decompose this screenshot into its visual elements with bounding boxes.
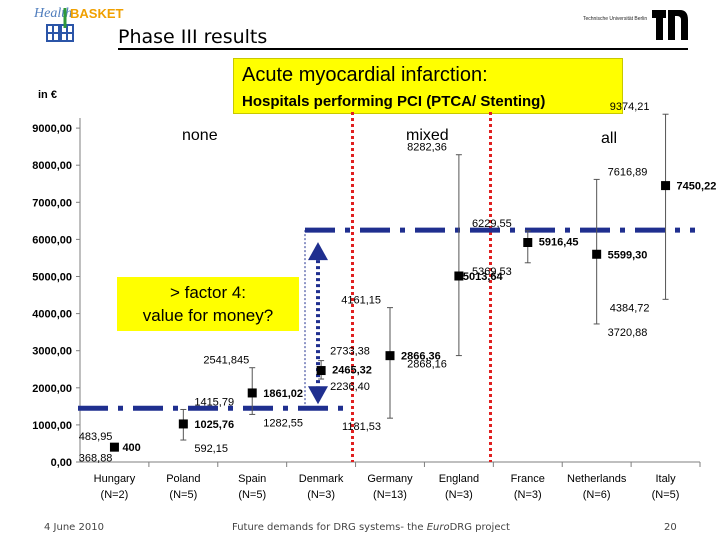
max-value-label: 8282,36	[407, 142, 447, 154]
slide-title: Phase III results	[118, 26, 268, 48]
mean-marker	[316, 366, 326, 376]
max-value-label: 9374,21	[610, 101, 650, 113]
y-tick-label: 2000,00	[32, 383, 72, 395]
min-value-label: 1282,55	[263, 417, 303, 429]
footer-text-italic: Euro	[426, 522, 450, 533]
x-tick-label: France	[511, 473, 545, 485]
tu-berlin-logo-icon	[652, 10, 688, 40]
callout-sub-text: Hospitals performing PCI (PTCA/ Stenting…	[242, 93, 546, 110]
y-tick-label: 5000,00	[32, 272, 72, 284]
mean-marker	[109, 442, 119, 452]
factor-annotation-box: > factor 4: value for money?	[117, 277, 299, 331]
mean-value-label: 5916,45	[539, 236, 579, 248]
tu-name-text: Technische Universität Berlin	[583, 16, 648, 22]
x-tick-label: Italy	[655, 473, 676, 485]
annotation-line-2: value for money?	[142, 306, 274, 325]
mean-marker	[385, 351, 395, 361]
footer-text: Future demands for DRG systems- the Euro…	[232, 522, 510, 533]
group-label-all: all	[601, 130, 617, 147]
arrow-down-icon	[308, 386, 328, 405]
mean-value-label: 2465,32	[332, 365, 372, 377]
footer-date: 4 June 2010	[44, 522, 104, 533]
mean-marker	[247, 388, 257, 398]
min-value-label: 4384,72	[610, 302, 650, 314]
x-tick-n-label: (N=5)	[652, 489, 680, 501]
min-value-label: 368,88	[79, 452, 113, 464]
healthbasket-logo: Health BASKET	[30, 6, 123, 46]
annotation-line-1: > factor 4:	[169, 283, 247, 302]
indication-callout: Acute myocardial infarction: Hospitals p…	[233, 58, 623, 114]
mean-marker	[454, 271, 464, 281]
max-value-label: 4161,15	[341, 295, 381, 307]
mean-marker	[661, 181, 671, 191]
y-tick-label: 8000,00	[32, 160, 72, 172]
footer-page-number: 20	[664, 522, 677, 533]
max-value-label: 7616,89	[608, 166, 648, 178]
x-tick-n-label: (N=5)	[169, 489, 197, 501]
x-tick-label: England	[439, 473, 479, 485]
y-tick-label: 9000,00	[32, 123, 72, 135]
min-value-label: 5369,53	[472, 266, 512, 278]
min-value-label: 2236,40	[330, 381, 370, 393]
min-value-label: 2868,16	[407, 359, 447, 371]
mean-marker	[523, 237, 533, 247]
x-tick-label: Poland	[166, 473, 200, 485]
x-tick-label: Denmark	[299, 473, 344, 485]
max-value-label: 1415,79	[194, 396, 234, 408]
logo-basket-text: BASKET	[70, 6, 124, 21]
callout-main-text: Acute myocardial infarction:	[242, 64, 488, 86]
mean-marker	[178, 419, 188, 429]
y-axis-label: in €	[38, 89, 57, 101]
x-tick-n-label: (N=2)	[101, 489, 129, 501]
mean-value-label: 5599,30	[608, 249, 648, 261]
arrow-up-icon	[308, 242, 328, 261]
mean-value-label: 2866,36	[401, 351, 441, 363]
max-value-label: 6229,55	[472, 218, 512, 230]
y-tick-label: 3000,00	[32, 346, 72, 358]
x-tick-label: Spain	[238, 473, 266, 485]
y-tick-label: 4000,00	[32, 309, 72, 321]
logo-health-text: Health	[34, 6, 73, 21]
y-tick-label: 6000,00	[32, 234, 72, 246]
min-value-label: 1181,53	[342, 421, 381, 433]
x-tick-label: Hungary	[94, 473, 136, 485]
footer-text-after: DRG project	[449, 522, 510, 533]
x-tick-label: Germany	[367, 473, 413, 485]
max-value-label: 483,95	[79, 431, 113, 443]
mean-marker	[592, 249, 602, 259]
x-tick-n-label: (N=5)	[238, 489, 266, 501]
x-tick-n-label: (N=13)	[373, 489, 407, 501]
group-label-mixed: mixed	[406, 127, 449, 144]
title-rule	[118, 48, 688, 50]
mean-value-label: 1025,76	[194, 419, 234, 431]
mean-value-label: 400	[122, 442, 140, 454]
group-label-none: none	[182, 127, 218, 144]
logo-accent-icon	[63, 8, 67, 28]
basket-icon	[46, 24, 74, 42]
mean-value-label: 5013,64	[463, 271, 504, 283]
y-tick-label: 1000,00	[32, 420, 72, 432]
footer-text-before: Future demands for DRG systems- the	[232, 522, 427, 533]
y-tick-label: 7000,00	[32, 197, 72, 209]
min-value-label: 3720,88	[608, 327, 648, 339]
x-tick-label: Netherlands	[567, 473, 627, 485]
x-tick-n-label: (N=6)	[583, 489, 611, 501]
x-tick-n-label: (N=3)	[445, 489, 473, 501]
mean-value-label: 7450,22	[677, 181, 717, 193]
min-value-label: 592,15	[194, 443, 228, 455]
max-value-label: 2733,38	[330, 346, 370, 358]
x-tick-n-label: (N=3)	[307, 489, 335, 501]
x-tick-n-label: (N=3)	[514, 489, 542, 501]
y-tick-label: 0,00	[51, 457, 72, 469]
mean-value-label: 1861,02	[263, 388, 303, 400]
max-value-label: 2541,845	[203, 355, 249, 367]
